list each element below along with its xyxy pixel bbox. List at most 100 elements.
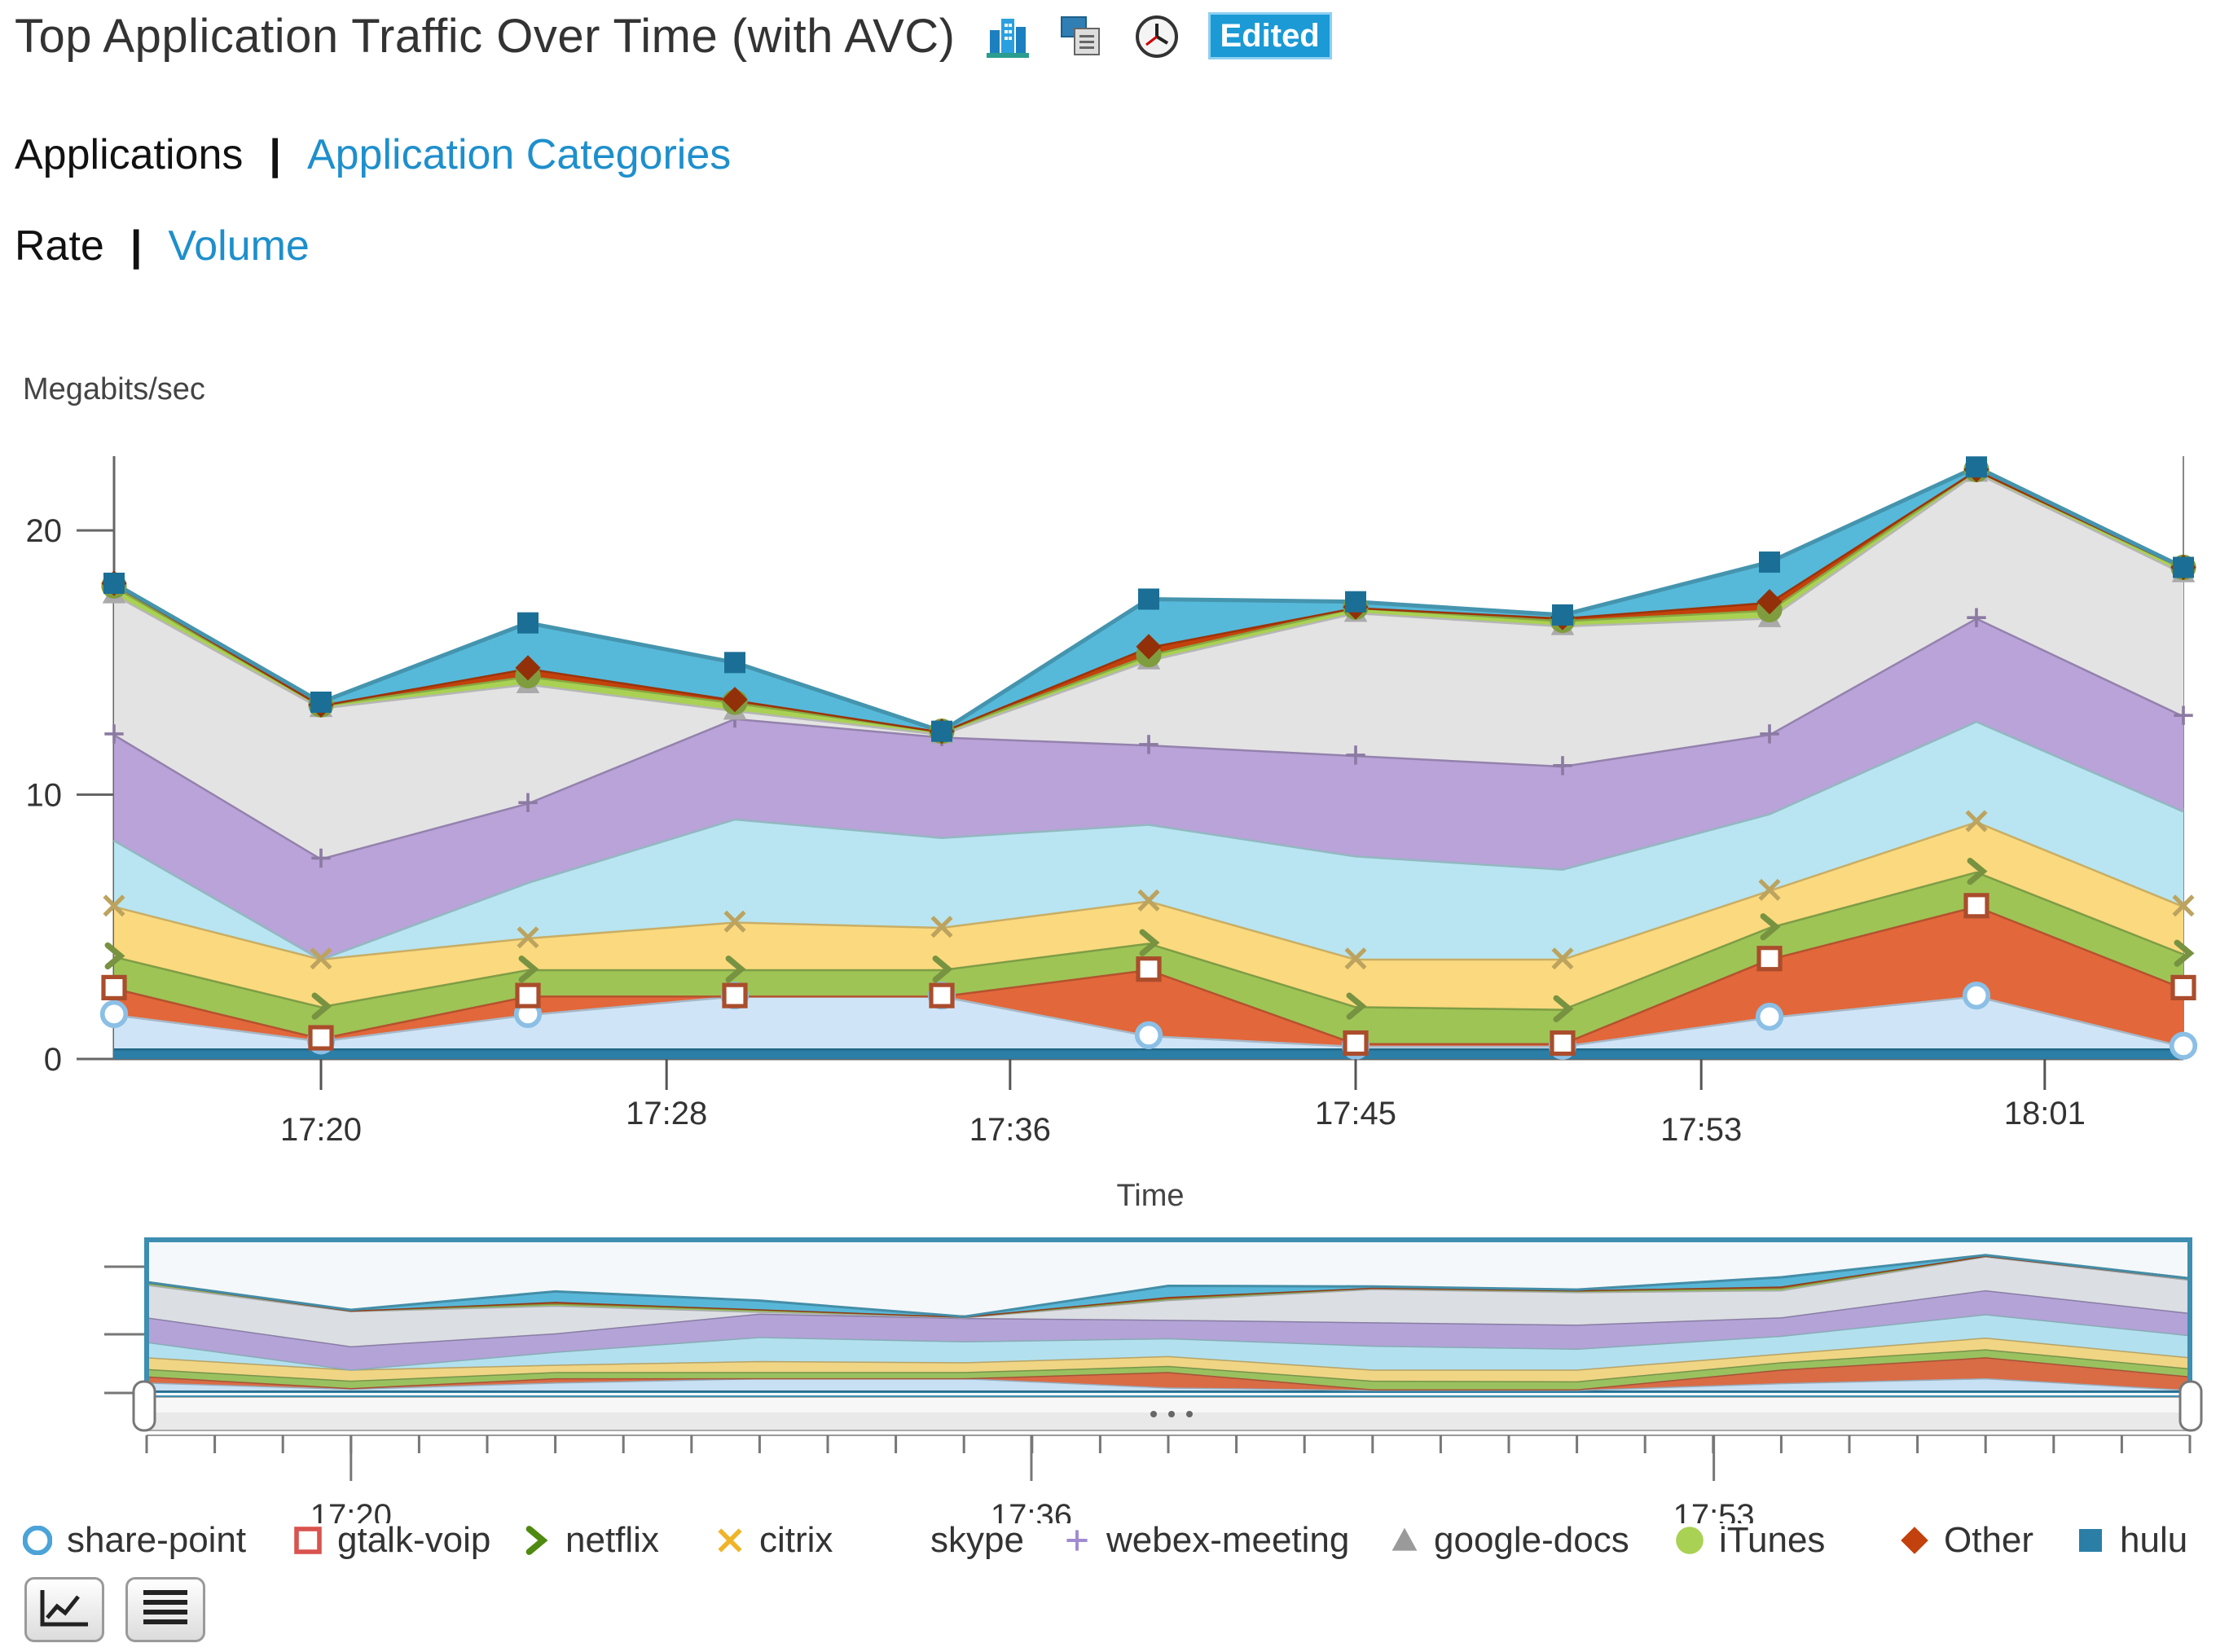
marker-netflix[interactable] — [311, 992, 332, 1020]
marker-hulu[interactable] — [724, 652, 745, 674]
marker-gtalk-voip[interactable] — [929, 982, 955, 1008]
legend-label: gtalk-voip — [337, 1520, 491, 1560]
legend-item-itunes[interactable]: iTunes — [1675, 1520, 1825, 1561]
marker-other[interactable] — [722, 687, 748, 713]
nav-right-handle[interactable] — [2178, 1380, 2203, 1432]
marker-netflix[interactable] — [1139, 929, 1160, 956]
marker-gtalk-voip[interactable] — [101, 974, 127, 1001]
navigator-chart[interactable]: 17:20 17:36 17:53 — [0, 1230, 2229, 1523]
marker-citrix[interactable] — [723, 910, 746, 933]
marker-citrix[interactable] — [517, 926, 539, 949]
marker-gtalk-voip[interactable] — [1756, 946, 1783, 972]
marker-webex-meeting[interactable] — [1967, 608, 1986, 627]
nav-left-handle[interactable] — [132, 1380, 156, 1432]
applications-tab[interactable]: Applications — [15, 131, 244, 178]
marker-hulu[interactable] — [2173, 556, 2194, 578]
marker-webex-meeting[interactable] — [1139, 735, 1158, 754]
nav-selection-window[interactable] — [144, 1237, 2192, 1400]
marker-gtalk-voip[interactable] — [1963, 893, 1989, 919]
nav-x-tick-label: 17:20 — [310, 1498, 392, 1523]
marker-gtalk-voip[interactable] — [2170, 974, 2196, 1001]
marker-hulu[interactable] — [1759, 551, 1780, 573]
area-share-point[interactable] — [114, 995, 2183, 1049]
marker-citrix[interactable] — [930, 916, 953, 938]
marker-hulu[interactable] — [1345, 591, 1366, 613]
marker-citrix[interactable] — [2172, 894, 2195, 917]
marker-gtalk-voip[interactable] — [308, 1025, 334, 1051]
marker-citrix[interactable] — [310, 947, 332, 970]
legend-item-google-docs[interactable]: google-docs — [1390, 1520, 1629, 1561]
marker-other[interactable] — [1136, 634, 1162, 660]
dot-marker-icon — [1676, 1527, 1704, 1554]
marker-citrix[interactable] — [1137, 889, 1160, 912]
chart-view-button[interactable] — [24, 1577, 104, 1642]
marker-netflix[interactable] — [518, 956, 539, 983]
marker-gtalk-voip[interactable] — [1136, 956, 1162, 982]
marker-gtalk-voip[interactable] — [1343, 1030, 1369, 1057]
area-citrix[interactable] — [114, 821, 2183, 1009]
marker-netflix[interactable] — [932, 956, 953, 983]
marker-gtalk-voip[interactable] — [722, 982, 748, 1008]
marker-share-point[interactable] — [99, 1000, 129, 1029]
legend-item-citrix[interactable]: citrix — [715, 1520, 833, 1561]
legend-item-skype[interactable]: skype — [886, 1520, 1024, 1561]
legend-item-hulu[interactable]: hulu — [2076, 1520, 2187, 1561]
legend-item-netflix[interactable]: netflix — [521, 1520, 659, 1561]
marker-hulu[interactable] — [103, 573, 125, 594]
marker-other[interactable] — [515, 655, 541, 681]
marker-citrix[interactable] — [103, 894, 125, 917]
marker-hulu[interactable] — [1552, 604, 1573, 626]
marker-hulu[interactable] — [1966, 456, 1987, 478]
legend-label: citrix — [759, 1520, 833, 1560]
area-skype[interactable] — [114, 720, 2183, 959]
marker-hulu[interactable] — [517, 612, 539, 634]
marker-citrix[interactable] — [1758, 878, 1781, 901]
x-axis-label: Time — [1116, 1179, 1184, 1213]
marker-share-point[interactable] — [1134, 1021, 1163, 1049]
marker-webex-meeting[interactable] — [518, 793, 538, 812]
marker-other[interactable] — [1756, 589, 1783, 615]
marker-citrix[interactable] — [1965, 810, 1988, 833]
rate-tab[interactable]: Rate — [15, 222, 104, 270]
marker-netflix[interactable] — [104, 942, 125, 970]
marker-netflix[interactable] — [2174, 939, 2195, 967]
marker-citrix[interactable] — [1344, 947, 1367, 970]
marker-hulu[interactable] — [1138, 588, 1159, 610]
marker-hulu[interactable] — [931, 720, 952, 742]
volume-link[interactable]: Volume — [168, 222, 310, 270]
building-icon[interactable] — [983, 12, 1031, 59]
marker-webex-meeting[interactable] — [311, 848, 331, 868]
marker-webex-meeting[interactable] — [1760, 724, 1779, 744]
marker-netflix[interactable] — [1553, 995, 1574, 1022]
marker-webex-meeting[interactable] — [1553, 756, 1572, 775]
marker-share-point[interactable] — [1962, 981, 1991, 1010]
nav-grip-dot — [1168, 1411, 1175, 1417]
marker-hulu[interactable] — [310, 692, 332, 713]
area-hulu-base[interactable] — [114, 1048, 2183, 1059]
clock-icon[interactable] — [1133, 12, 1180, 59]
page-title: Top Application Traffic Over Time (with … — [15, 9, 956, 63]
marker-netflix[interactable] — [1967, 858, 1988, 885]
legend-item-webex-meeting[interactable]: webex-meeting — [1062, 1520, 1349, 1561]
legend-item-gtalk-voip[interactable]: gtalk-voip — [293, 1520, 490, 1561]
table-view-button[interactable] — [125, 1577, 205, 1642]
marker-gtalk-voip[interactable] — [1550, 1030, 1576, 1057]
marker-netflix[interactable] — [1346, 992, 1367, 1020]
marker-netflix[interactable] — [1760, 913, 1781, 941]
marker-webex-meeting[interactable] — [2174, 705, 2193, 725]
application-categories-link[interactable]: Application Categories — [306, 131, 732, 178]
marker-share-point[interactable] — [1755, 1002, 1784, 1031]
nav-line-google-docs — [146, 1254, 2191, 1319]
view-toggle-separator: | — [269, 131, 281, 178]
legend-item-other[interactable]: Other — [1900, 1520, 2033, 1561]
marker-share-point[interactable] — [2169, 1031, 2198, 1060]
marker-webex-meeting[interactable] — [104, 724, 124, 744]
marker-webex-meeting[interactable] — [1346, 745, 1365, 765]
export-icon[interactable] — [1058, 12, 1106, 59]
marker-netflix[interactable] — [725, 956, 746, 983]
marker-gtalk-voip[interactable] — [515, 982, 541, 1008]
area-webex-meeting[interactable] — [114, 617, 2183, 959]
legend-item-share-point[interactable]: share-point — [23, 1520, 246, 1561]
legend-label: hulu — [2120, 1520, 2188, 1560]
marker-citrix[interactable] — [1551, 947, 1574, 970]
